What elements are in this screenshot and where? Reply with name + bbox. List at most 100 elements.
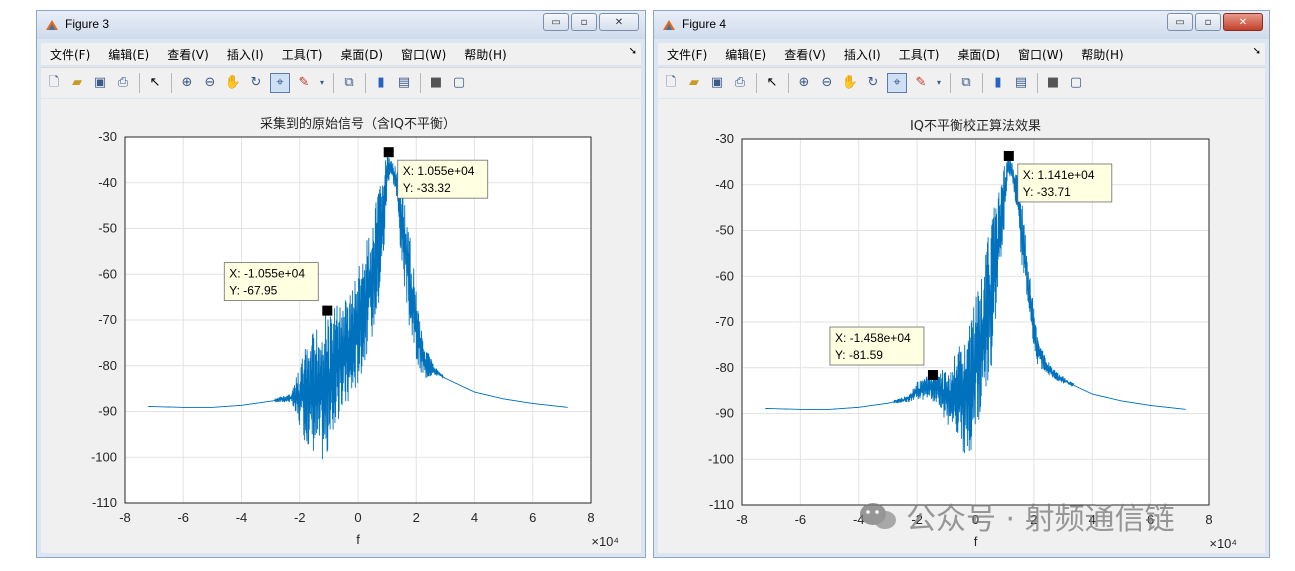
axes-box <box>741 138 1210 506</box>
colorbar-icon[interactable]: ▮ <box>377 75 385 90</box>
datatip-marker <box>383 147 394 158</box>
menu-file[interactable]: 文件(F) <box>667 47 708 62</box>
maximize-button[interactable]: ▫ <box>571 13 597 31</box>
print-icon[interactable]: ⎙ <box>734 75 746 90</box>
x-tick-label: 8 <box>1205 512 1212 527</box>
brush-dropdown-icon[interactable]: ▾ <box>936 78 941 87</box>
datatip-y-label: Y: -33.71 <box>1023 185 1071 199</box>
figure-window-4[interactable]: Figure 4 ▭ ▫ ✕ 文件(F) 编辑(E) 查看(V) 插入(I) 工… <box>653 10 1270 558</box>
datatip-y-label: Y: -67.95 <box>229 284 277 298</box>
data-cursor-icon[interactable]: ⌖ <box>270 73 290 93</box>
title-bar[interactable]: Figure 3 ▭ ▫ ✕ <box>37 11 645 39</box>
window-title: Figure 4 <box>682 17 727 31</box>
menu-window[interactable]: 窗口(W) <box>1018 47 1064 62</box>
zoom-out-icon[interactable]: ⊖ <box>821 75 833 90</box>
maximize-button[interactable]: ▫ <box>1195 13 1221 31</box>
zoom-out-icon[interactable]: ⊖ <box>204 75 216 90</box>
x-tick-label: 2 <box>413 510 420 525</box>
brush-icon[interactable]: ✎ <box>298 75 310 90</box>
menu-overflow-icon[interactable]: ➘ <box>628 46 637 57</box>
hide-plot-tools-icon[interactable]: ■ <box>1046 75 1060 90</box>
spectrum-line <box>148 153 568 460</box>
menu-desktop[interactable]: 桌面(D) <box>340 47 384 62</box>
x-tick-label: -4 <box>853 512 865 527</box>
y-tick-label: -110 <box>709 497 734 512</box>
show-plot-tools-icon[interactable]: ▢ <box>1069 75 1083 90</box>
rotate-3d-icon[interactable]: ↻ <box>250 75 262 90</box>
spectrum-line <box>765 156 1186 454</box>
title-bar[interactable]: Figure 4 ▭ ▫ ✕ <box>654 11 1269 39</box>
x-tick-label: 8 <box>587 510 594 525</box>
datatip-y-label: Y: -81.59 <box>835 348 883 362</box>
edit-plot-icon[interactable]: ↖ <box>149 75 161 90</box>
zoom-in-icon[interactable]: ⊕ <box>181 75 193 90</box>
brush-dropdown-icon[interactable]: ▾ <box>319 78 324 87</box>
axes-box <box>124 136 592 504</box>
figure-area: -8 -6 -4 -2 0 2 4 6 8 -30 -40 -50 -60 -70 -80 -90 -100 -1… <box>41 99 641 553</box>
link-icon[interactable]: ⧉ <box>344 75 354 90</box>
menu-help[interactable]: 帮助(H) <box>1081 47 1124 62</box>
close-button[interactable]: ✕ <box>599 13 639 31</box>
datatip-x-label: X: -1.458e+04 <box>835 331 911 345</box>
data-cursor-icon[interactable]: ⌖ <box>887 73 907 93</box>
wechat-icon <box>860 503 896 529</box>
datatip-x-label: X: 1.055e+04 <box>403 164 475 178</box>
menu-help[interactable]: 帮助(H) <box>464 47 507 62</box>
datatip-marker <box>1003 150 1014 161</box>
colorbar-icon[interactable]: ▮ <box>994 75 1002 90</box>
brush-icon[interactable]: ✎ <box>915 75 927 90</box>
menu-insert[interactable]: 插入(I) <box>843 47 881 62</box>
zoom-in-icon[interactable]: ⊕ <box>798 75 810 90</box>
y-tick-label: -70 <box>98 312 117 327</box>
y-tick-label: -100 <box>708 451 734 466</box>
figure-toolbar: 🗋 ▰ ▣ ⎙ ↖ ⊕ ⊖ ✋ ↻ ⌖ ✎ ▾ ⧉ ▮ ▤ ■ ▢ <box>658 67 1265 98</box>
save-icon[interactable]: ▣ <box>93 75 107 90</box>
new-figure-icon[interactable]: 🗋 <box>665 75 677 90</box>
save-icon[interactable]: ▣ <box>710 75 724 90</box>
minimize-button[interactable]: ▭ <box>543 13 569 31</box>
menu-overflow-icon[interactable]: ➘ <box>1252 46 1261 57</box>
figure-area: -8 -6 -4 -2 0 2 4 6 8 -30 -40 -50 -60 -70 -80 -90 -100 -1… <box>658 99 1265 553</box>
menu-bar: 文件(F) 编辑(E) 查看(V) 插入(I) 工具(T) 桌面(D) 窗口(W… <box>41 43 641 65</box>
menu-insert[interactable]: 插入(I) <box>226 47 264 62</box>
x-axis-exponent: ×10⁴ <box>591 534 619 549</box>
y-tick-label: -70 <box>715 314 734 329</box>
x-axis-label: f <box>974 534 978 549</box>
close-button[interactable]: ✕ <box>1223 13 1263 31</box>
y-tick-label: -90 <box>98 404 117 419</box>
x-tick-label: -2 <box>294 510 306 525</box>
pan-icon[interactable]: ✋ <box>224 75 242 90</box>
menu-view[interactable]: 查看(V) <box>784 47 826 62</box>
menu-window[interactable]: 窗口(W) <box>401 47 447 62</box>
hide-plot-tools-icon[interactable]: ■ <box>429 75 443 90</box>
x-tick-label: 0 <box>354 510 361 525</box>
legend-icon[interactable]: ▤ <box>1014 75 1028 90</box>
figure-window-3[interactable]: Figure 3 ▭ ▫ ✕ 文件(F) 编辑(E) 查看(V) 插入(I) 工… <box>36 10 646 558</box>
rotate-3d-icon[interactable]: ↻ <box>867 75 879 90</box>
show-plot-tools-icon[interactable]: ▢ <box>452 75 466 90</box>
menu-tools[interactable]: 工具(T) <box>898 47 940 62</box>
print-icon[interactable]: ⎙ <box>117 75 129 90</box>
menu-tools[interactable]: 工具(T) <box>281 47 323 62</box>
open-file-icon[interactable]: ▰ <box>72 75 82 90</box>
x-tick-label: 2 <box>1030 512 1037 527</box>
menu-desktop[interactable]: 桌面(D) <box>957 47 1001 62</box>
plot-axes[interactable]: -8 -6 -4 -2 0 2 4 6 8 -30 -40 -50 -60 -70 -80 -90 -100 -1… <box>658 99 1267 555</box>
watermark: 公众号 · 射频通信链 <box>858 494 1175 538</box>
x-axis-label: f <box>356 532 360 547</box>
new-figure-icon[interactable]: 🗋 <box>48 75 60 90</box>
datatip-x-label: X: 1.141e+04 <box>1023 168 1095 182</box>
menu-edit[interactable]: 编辑(E) <box>108 47 150 62</box>
y-tick-label: -100 <box>91 449 117 464</box>
menu-view[interactable]: 查看(V) <box>167 47 209 62</box>
plot-axes[interactable]: -8 -6 -4 -2 0 2 4 6 8 -30 -40 -50 -60 -70 -80 -90 -100 -1… <box>41 99 643 555</box>
edit-plot-icon[interactable]: ↖ <box>766 75 778 90</box>
minimize-button[interactable]: ▭ <box>1167 13 1193 31</box>
pan-icon[interactable]: ✋ <box>841 75 859 90</box>
link-icon[interactable]: ⧉ <box>961 75 971 90</box>
legend-icon[interactable]: ▤ <box>397 75 411 90</box>
x-tick-label: -4 <box>236 510 248 525</box>
menu-edit[interactable]: 编辑(E) <box>725 47 767 62</box>
open-file-icon[interactable]: ▰ <box>689 75 699 90</box>
menu-file[interactable]: 文件(F) <box>50 47 91 62</box>
